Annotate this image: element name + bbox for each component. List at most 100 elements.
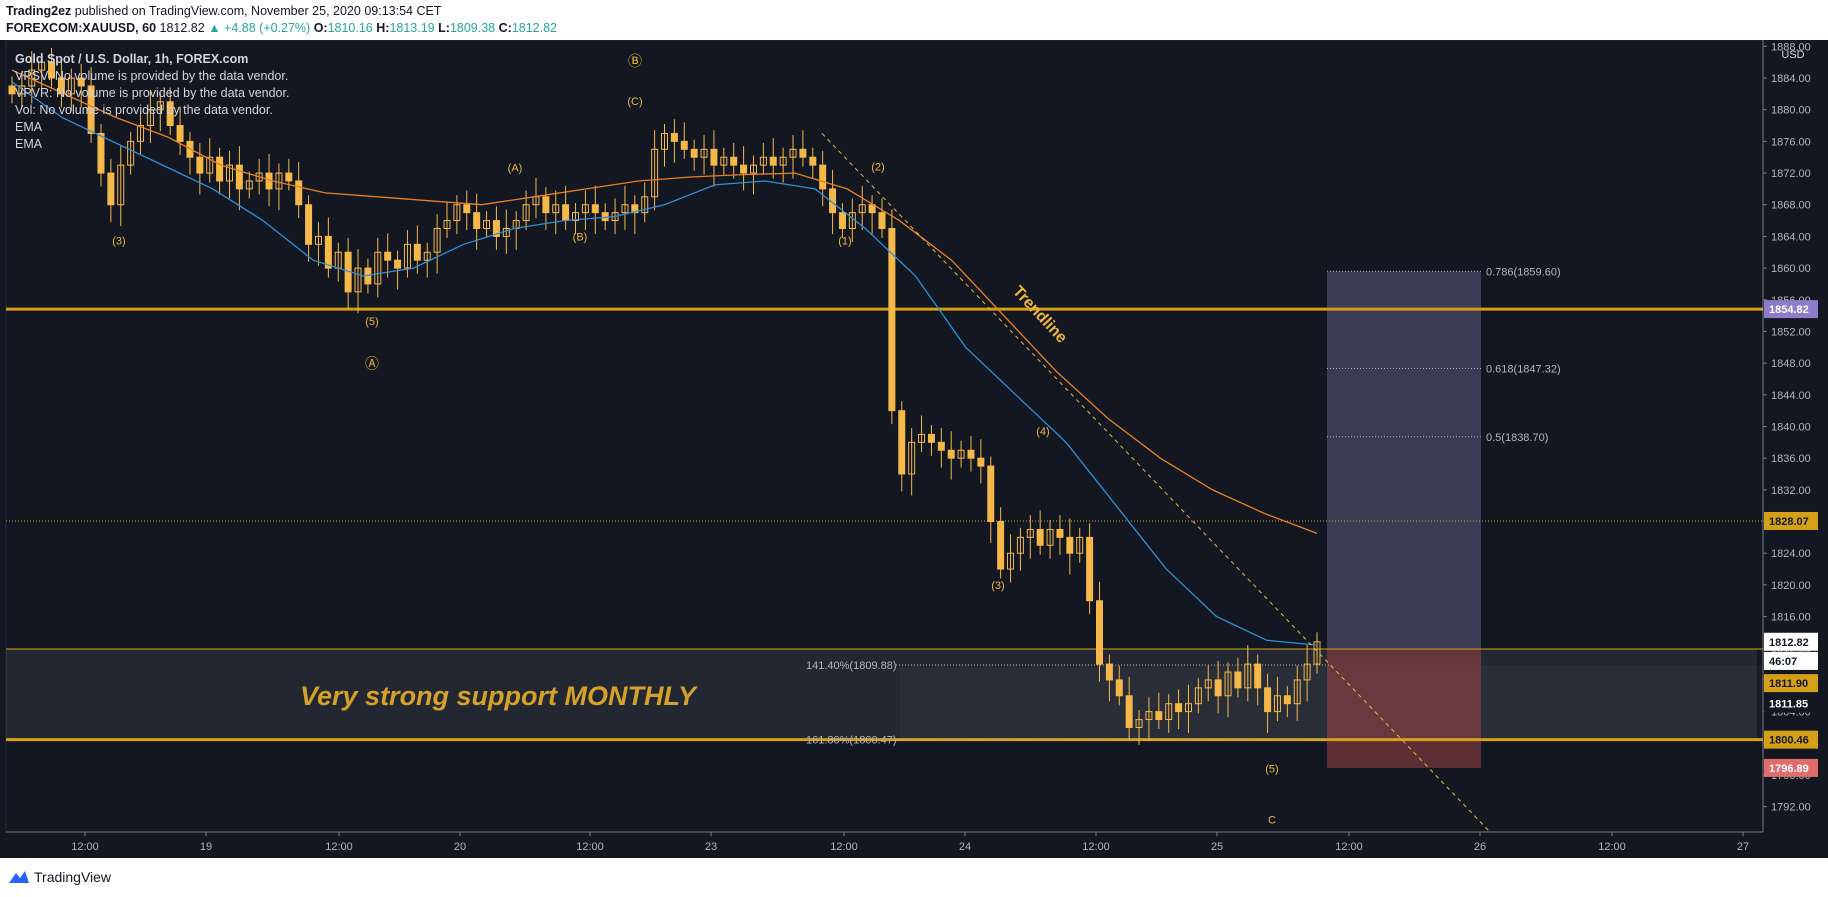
candle-body (1293, 679, 1301, 705)
price-chart[interactable]: Very strong support MONTHLY 0.786(1859.60… (0, 40, 1828, 872)
candle-body (700, 148, 708, 158)
legend-ema-2: EMA (15, 137, 43, 151)
candle (1313, 632, 1321, 674)
wave-label-7: (1) (838, 235, 851, 247)
y-tick-label: 1820.00 (1771, 580, 1811, 592)
candle (206, 138, 214, 183)
publish-header: Trading2ez published on TradingView.com,… (0, 0, 1828, 40)
x-tick-label: 23 (705, 841, 717, 853)
author-name: Trading2ez (6, 4, 72, 18)
fib-extension-zone (1327, 649, 1481, 768)
candle-body (1273, 695, 1281, 713)
candle (1303, 645, 1311, 702)
low-label: L: (438, 21, 450, 35)
candle-body (1214, 679, 1222, 697)
candle-body (324, 235, 332, 269)
y-tick-label: 1848.00 (1771, 358, 1811, 370)
candle (1026, 515, 1034, 559)
price-change: ▲ +4.88 (+0.27%) (208, 21, 311, 35)
price-tag-1854-bg (1764, 300, 1818, 319)
candle-body (1096, 600, 1103, 665)
candle-body (275, 172, 283, 190)
candle (245, 171, 253, 199)
candle (196, 142, 204, 195)
footer-bar: TradingView (0, 858, 1828, 897)
candle-body (710, 148, 718, 166)
candle (779, 147, 787, 183)
candle-body (107, 172, 115, 206)
candle (324, 217, 332, 278)
candle (522, 190, 530, 231)
legend-vpvr: VPVR: No volume is provided by the data … (15, 86, 290, 100)
candle-body (1125, 695, 1133, 728)
price-tag-countdown-bg (1764, 651, 1818, 670)
candle-body (117, 164, 125, 206)
x-tick-label: 12:00 (1335, 841, 1363, 853)
candle-body (1036, 528, 1044, 546)
candle-body (641, 196, 649, 214)
candle (710, 130, 718, 187)
low-value: 1809.38 (449, 21, 496, 35)
candle-body (670, 132, 678, 142)
candle (374, 238, 382, 298)
candle (433, 214, 441, 274)
candle-body (394, 259, 402, 269)
candle-body (1165, 703, 1173, 721)
candle-body (1283, 695, 1291, 705)
y-tick-label: 1836.00 (1771, 453, 1811, 465)
candle-body (987, 465, 995, 523)
fib-level-label-3: 141.40%(1809.88) (806, 660, 897, 672)
candle (156, 92, 164, 132)
candle-body (779, 156, 787, 166)
candle-body (1105, 663, 1113, 681)
y-tick-label: 1824.00 (1771, 548, 1811, 560)
candle-body (749, 164, 757, 174)
candle-body (858, 204, 866, 214)
candle-body (67, 77, 75, 95)
price-tag-1800: 1800.46 (1769, 735, 1809, 747)
candle-body (374, 251, 382, 285)
candle (769, 138, 777, 179)
wave-label-0: (3) (112, 235, 125, 247)
candle-body (572, 212, 580, 222)
candle-body (838, 212, 846, 229)
candle (1175, 689, 1183, 730)
footer-brand[interactable]: TradingView (34, 869, 112, 885)
candle (581, 190, 589, 231)
candle (1234, 657, 1242, 698)
candle-body (789, 148, 797, 158)
candle (651, 130, 659, 211)
candle-body (799, 148, 807, 158)
candle-body (591, 204, 599, 214)
candle (8, 76, 16, 104)
candle-body (819, 164, 827, 190)
candle-body (206, 156, 214, 174)
candle-body (226, 164, 233, 182)
candle-body (997, 521, 1005, 570)
tradingview-logo-icon[interactable] (8, 868, 30, 884)
candle (275, 163, 283, 211)
open-value: 1810.16 (327, 21, 373, 35)
candle-body (542, 196, 550, 214)
candle (809, 147, 817, 179)
x-tick-label: 12:00 (71, 841, 99, 853)
candle (137, 111, 145, 155)
candle-body (1016, 536, 1024, 554)
candle (670, 119, 678, 163)
wave-label-1: (5) (365, 316, 378, 328)
candle (1125, 676, 1133, 741)
candle-body (898, 410, 906, 475)
candle (305, 195, 313, 262)
candle-body (937, 441, 945, 451)
candle-body (1204, 679, 1212, 689)
x-tick-label: 27 (1737, 841, 1749, 853)
currency-label: USD (1781, 49, 1804, 61)
candle-body (255, 172, 263, 182)
candle-body (384, 251, 392, 261)
candle-body (1254, 663, 1262, 689)
candle (987, 456, 995, 543)
candle (591, 185, 599, 235)
candle (176, 106, 184, 155)
candle (216, 147, 224, 195)
candle-body (235, 164, 243, 190)
